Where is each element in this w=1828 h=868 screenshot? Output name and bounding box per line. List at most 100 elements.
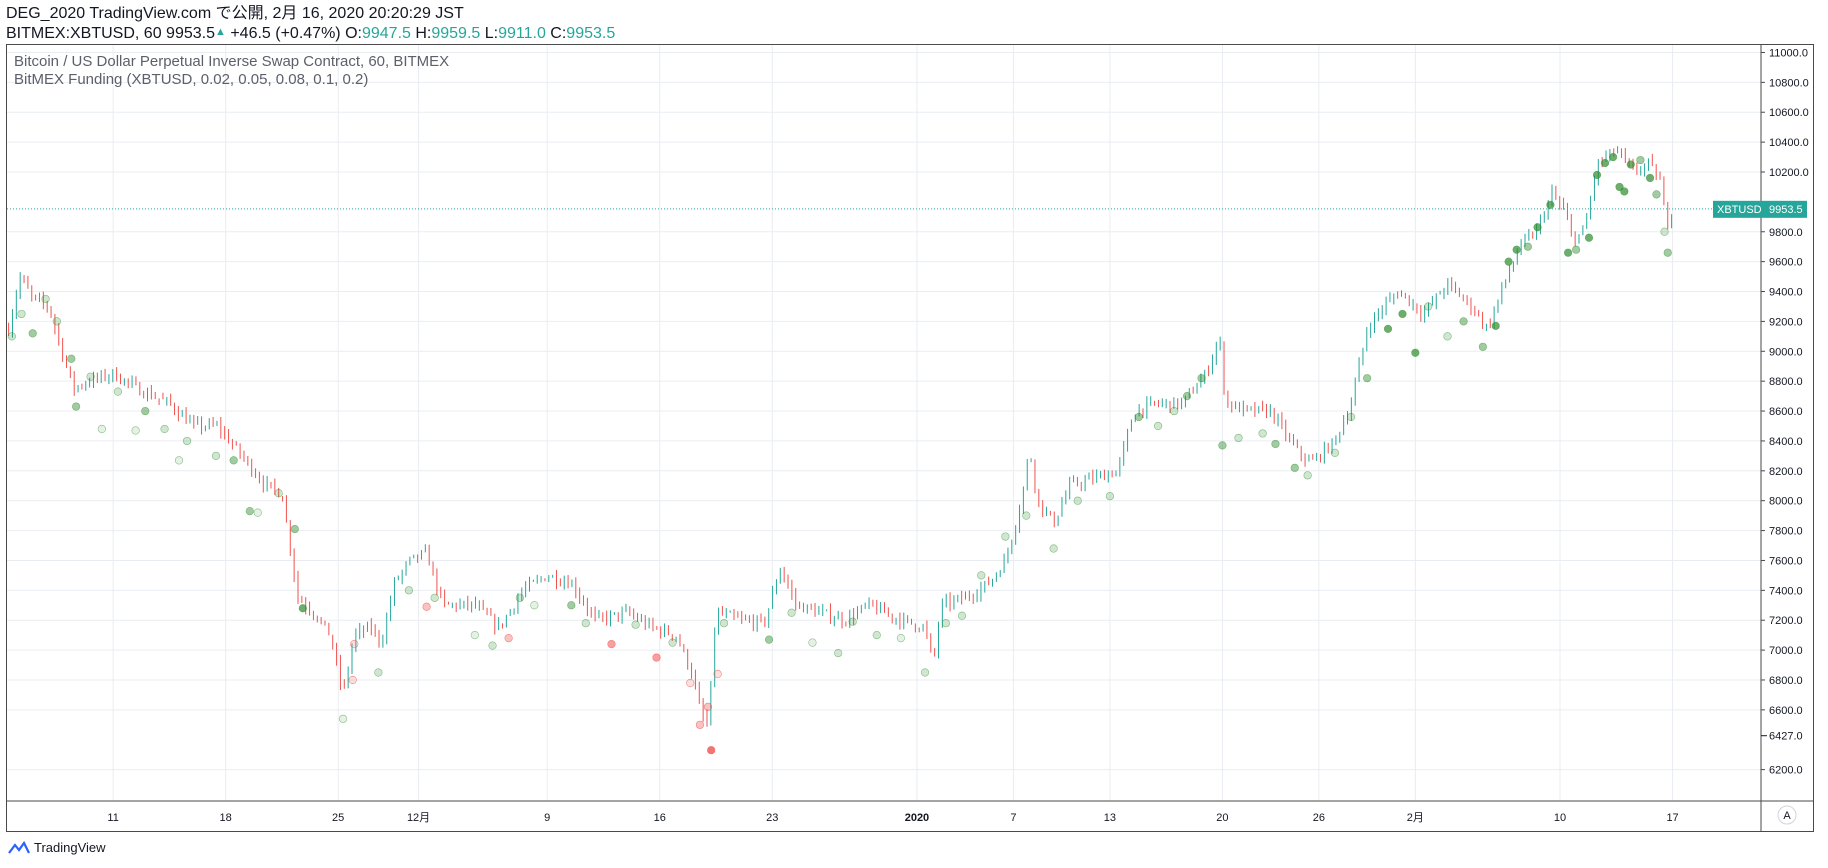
close-value: 9953.5: [566, 25, 616, 42]
low-label: L:: [484, 25, 499, 42]
close-label: C:: [550, 25, 567, 42]
funding-dot: [1170, 406, 1179, 416]
funding-dot: [1636, 155, 1645, 165]
x-tick-label: 2月: [1407, 812, 1424, 824]
chart-frame[interactable]: 11000.0 10800.0 10600.0 10400.0 10200.0 9800.…: [6, 44, 1814, 832]
funding-dot: [253, 508, 262, 517]
funding-dot: [686, 678, 695, 688]
funding-dot: [1504, 257, 1513, 266]
funding-dot: [1584, 233, 1594, 242]
funding-dot: [668, 638, 677, 647]
funding-dot: [245, 507, 254, 516]
funding-dot: [808, 638, 817, 647]
high-value: 9959.5: [431, 25, 481, 42]
funding-dot: [1491, 321, 1500, 330]
funding-dot: [338, 714, 348, 723]
funding-dot: [941, 619, 950, 628]
funding-dot: [1572, 245, 1581, 254]
y-tick-label: 8600.0: [1769, 406, 1803, 418]
funding-dot: [211, 451, 221, 460]
auto-scale-button[interactable]: A: [1777, 805, 1797, 825]
footer-brand[interactable]: TradingView: [8, 840, 106, 855]
funding-dot: [1478, 342, 1487, 351]
funding-dot: [504, 634, 513, 643]
ohlc-line: BITMEX:XBTUSD, 60 9953.5▲ +46.5 (+0.47%)…: [6, 23, 615, 43]
funding-dot: [1411, 348, 1420, 357]
funding-dot: [1197, 374, 1206, 383]
funding-dot: [1258, 429, 1267, 438]
funding-dot: [1512, 245, 1521, 254]
price-chart[interactable]: 11000.0 10800.0 10600.0 10400.0 10200.0 9800.…: [7, 45, 1813, 831]
funding-dot: [719, 619, 729, 628]
funding-dot: [515, 593, 524, 602]
publish-line: DEG_2020 TradingView.com で公開, 2月 16, 202…: [6, 5, 464, 22]
x-tick-label: 10: [1554, 812, 1566, 824]
tradingview-logo-icon: [8, 840, 30, 854]
funding-dot: [350, 640, 359, 649]
funding-dot: [1290, 463, 1299, 472]
funding-dot: [1600, 158, 1610, 168]
y-tick-label: 9600.0: [1769, 257, 1803, 269]
funding-dot: [86, 372, 95, 381]
funding-dot: [1330, 448, 1340, 457]
low-value: 9911.0: [498, 25, 546, 42]
funding-dot: [1022, 511, 1031, 520]
funding-dot: [1443, 332, 1452, 341]
funding-dot: [1608, 152, 1618, 162]
funding-dot: [348, 675, 357, 685]
y-tick-label: 7200.0: [1769, 615, 1803, 627]
funding-dot: [848, 617, 857, 626]
funding-dot: [113, 387, 123, 396]
chart-header: DEG_2020 TradingView.com で公開, 2月 16, 202…: [6, 5, 615, 43]
y-tick-label: 8000.0: [1769, 496, 1803, 508]
funding-dot: [1383, 324, 1393, 333]
funding-dot: [52, 317, 61, 326]
funding-dot: [430, 593, 439, 602]
price-axis[interactable]: 11000.0 10800.0 10600.0 10400.0 10200.0 9800.…: [1761, 47, 1809, 777]
funding-dot: [787, 608, 796, 617]
x-tick-label: 7: [1010, 812, 1016, 824]
funding-dot: [470, 631, 479, 640]
last-price-badge: XBTUSD 9953.5: [1713, 200, 1807, 218]
funding-dot: [652, 653, 661, 662]
auto-button-circle: [1777, 805, 1797, 825]
funding-dot: [1398, 309, 1407, 319]
y-tick-label: 6600.0: [1769, 705, 1803, 717]
funding-dot: [703, 702, 713, 711]
funding-dot: [1234, 433, 1243, 443]
funding-dot: [160, 424, 169, 434]
symbol-label: BITMEX:XBTUSD, 60: [6, 25, 162, 42]
funding-dot: [131, 426, 140, 435]
funding-dot: [713, 669, 722, 679]
y-tick-label: 6200.0: [1769, 765, 1803, 777]
funding-dot: [298, 604, 307, 613]
time-axis[interactable]: 11 18 25 12月 9 16 23 2020 7 13 20 26 2月 10 17: [107, 812, 1678, 824]
x-tick-label: 11: [107, 812, 118, 824]
funding-dot: [141, 406, 150, 416]
low-marker-label: 6427.0: [1769, 731, 1803, 743]
funding-dot: [1592, 170, 1602, 180]
funding-dot: [1626, 160, 1635, 169]
badge-value: 9953.5: [1769, 204, 1803, 216]
funding-dot: [920, 668, 930, 677]
x-tick-label: 23: [766, 812, 778, 824]
x-tick-label: 12月: [407, 812, 430, 824]
funding-dot: [7, 332, 16, 341]
y-tick-label: 9000.0: [1769, 346, 1803, 358]
funding-dot: [404, 586, 414, 595]
funding-dot: [695, 720, 705, 729]
high-label: H:: [415, 25, 432, 42]
funding-dot: [1663, 248, 1672, 257]
y-tick-label: 10200.0: [1769, 167, 1809, 179]
x-tick-label: 13: [1104, 812, 1116, 824]
funding-dot: [229, 456, 238, 465]
funding-dot: [1660, 227, 1669, 236]
badge-symbol: XBTUSD: [1717, 204, 1762, 216]
funding-dot: [1546, 200, 1555, 209]
y-tick-label: 7600.0: [1769, 555, 1803, 567]
x-tick-label: 26: [1313, 812, 1325, 824]
funding-dot: [957, 611, 967, 620]
chart-legend: Bitcoin / US Dollar Perpetual Inverse Sw…: [14, 53, 449, 88]
up-arrow-icon: ▲: [214, 26, 226, 38]
funding-dot: [290, 524, 299, 534]
